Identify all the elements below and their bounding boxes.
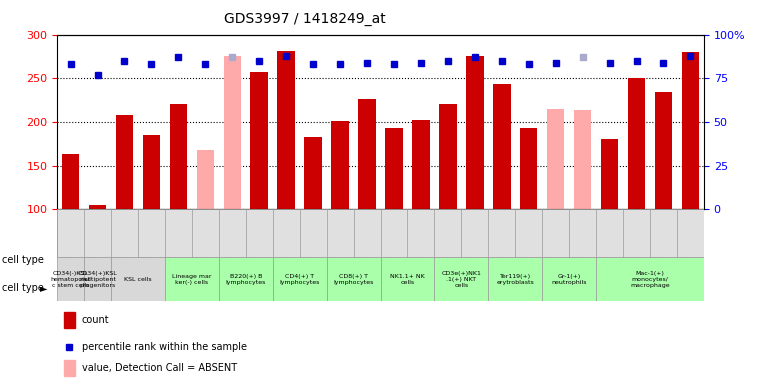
Bar (654, 92, 672, 209)
Text: GSM686656: GSM686656 (600, 212, 610, 258)
Text: ►: ► (40, 283, 47, 293)
Bar (165, 257, 219, 301)
Bar (111, 257, 165, 301)
Text: GSM686648: GSM686648 (385, 212, 394, 258)
Text: GSM686657: GSM686657 (628, 212, 636, 258)
Text: percentile rank within the sample: percentile rank within the sample (81, 342, 247, 352)
Text: GSM686640: GSM686640 (170, 212, 178, 258)
Text: GSM686653: GSM686653 (520, 212, 529, 258)
Text: CD34(-)KSL
hematopoiet
c stem cells: CD34(-)KSL hematopoiet c stem cells (50, 271, 91, 288)
Bar (435, 257, 489, 301)
Text: GSM686646: GSM686646 (331, 212, 340, 258)
Bar (250, 72, 268, 209)
Text: cell type: cell type (2, 255, 43, 265)
Bar (331, 121, 349, 209)
Text: KSL cells: KSL cells (124, 277, 151, 282)
Bar (547, 109, 565, 209)
Text: GSM686649: GSM686649 (412, 212, 421, 258)
Bar (543, 257, 596, 301)
Text: Lineage mar
ker(-) cells: Lineage mar ker(-) cells (172, 274, 212, 285)
Text: GSM686655: GSM686655 (574, 212, 583, 258)
Bar (439, 104, 457, 209)
Text: GSM686652: GSM686652 (493, 212, 501, 258)
Text: GSM686644: GSM686644 (277, 212, 286, 258)
Text: B220(+) B
lymphocytes: B220(+) B lymphocytes (225, 274, 266, 285)
Bar (272, 257, 326, 301)
Bar (89, 205, 107, 209)
Bar (304, 137, 322, 209)
Text: CD3e(+)NK1
.1(+) NKT
cells: CD3e(+)NK1 .1(+) NKT cells (441, 271, 481, 288)
Bar (62, 154, 79, 209)
Text: Gr-1(+)
neutrophils: Gr-1(+) neutrophils (552, 274, 587, 285)
Text: GSM686642: GSM686642 (223, 212, 232, 258)
Text: GSM686658: GSM686658 (654, 212, 664, 258)
Text: GSM686659: GSM686659 (681, 212, 690, 258)
Text: GSM686647: GSM686647 (358, 212, 367, 258)
Text: GSM686654: GSM686654 (546, 212, 556, 258)
Text: GSM686645: GSM686645 (304, 212, 313, 258)
Bar (142, 135, 160, 209)
Text: GSM686637: GSM686637 (88, 212, 97, 258)
Bar (682, 52, 699, 209)
Bar (116, 115, 133, 209)
Bar (57, 257, 84, 301)
Text: GSM686639: GSM686639 (142, 212, 151, 258)
Bar (224, 56, 241, 209)
Text: CD34(+)KSL
multipotent
progenitors: CD34(+)KSL multipotent progenitors (78, 271, 117, 288)
Bar (520, 128, 537, 209)
Text: GSM686643: GSM686643 (250, 212, 260, 258)
Text: GSM686650: GSM686650 (439, 212, 448, 258)
Bar (489, 257, 542, 301)
Bar (84, 257, 111, 301)
Bar (466, 56, 483, 209)
Bar (326, 257, 380, 301)
Bar (170, 104, 187, 209)
Bar (358, 99, 376, 209)
Bar (63, 312, 75, 328)
Bar (380, 257, 435, 301)
Bar (278, 51, 295, 209)
Text: Mac-1(+)
monocytes/
macrophage: Mac-1(+) monocytes/ macrophage (630, 271, 670, 288)
Text: GSM686651: GSM686651 (466, 212, 475, 258)
Bar (596, 257, 704, 301)
Text: Ter119(+)
erytroblasts: Ter119(+) erytroblasts (496, 274, 534, 285)
Bar (574, 110, 591, 209)
Text: GSM686636: GSM686636 (62, 212, 71, 258)
Bar (196, 150, 214, 209)
Text: cell type: cell type (2, 283, 43, 293)
Bar (412, 120, 430, 209)
Text: GSM686638: GSM686638 (116, 212, 125, 258)
Text: CD4(+) T
lymphocytes: CD4(+) T lymphocytes (279, 274, 320, 285)
Bar (219, 257, 272, 301)
Text: count: count (81, 315, 110, 325)
Bar (493, 84, 511, 209)
Bar (63, 360, 75, 376)
Text: GSM686641: GSM686641 (196, 212, 205, 258)
Text: GDS3997 / 1418249_at: GDS3997 / 1418249_at (224, 12, 385, 25)
Text: NK1.1+ NK
cells: NK1.1+ NK cells (390, 274, 425, 285)
Text: CD8(+) T
lymphocytes: CD8(+) T lymphocytes (333, 274, 374, 285)
Bar (57, 209, 704, 257)
Bar (628, 78, 645, 209)
Bar (385, 128, 403, 209)
Bar (601, 139, 619, 209)
Text: value, Detection Call = ABSENT: value, Detection Call = ABSENT (81, 363, 237, 373)
